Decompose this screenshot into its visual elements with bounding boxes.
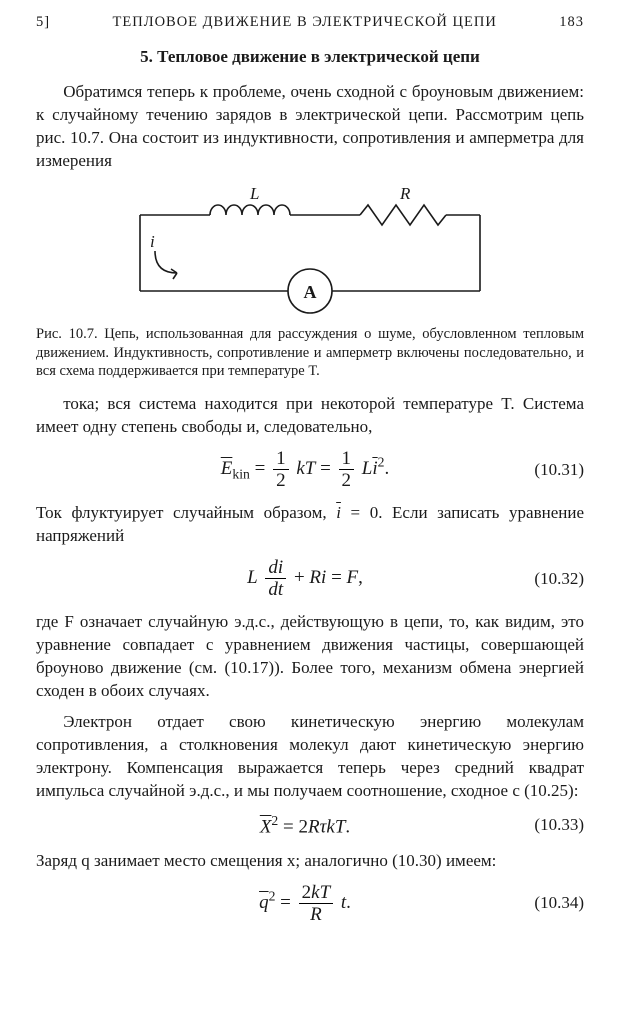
label-L: L (249, 184, 259, 203)
equation-10-33: X2 = 2RτkT. (10.33) (36, 813, 584, 838)
para3a: Ток флуктуирует случайным образом, (36, 503, 336, 522)
label-R: R (399, 184, 411, 203)
eq33-T: T (335, 816, 346, 837)
eq34-T: T (320, 882, 331, 903)
section-title: 5. Тепловое движение в электрической цеп… (36, 47, 584, 67)
eq34-number: (10.34) (514, 893, 584, 913)
label-i: i (150, 232, 155, 251)
eq31-number: (10.31) (514, 460, 584, 480)
eq34-R: R (310, 904, 322, 925)
running-head: 5] ТЕПЛОВОЕ ДВИЖЕНИЕ В ЭЛЕКТРИЧЕСКОЙ ЦЕП… (36, 14, 584, 31)
eq32-d2: d (268, 579, 278, 600)
eq33-X: X (260, 816, 272, 837)
eq31-E: E (221, 458, 233, 479)
figure-caption: Рис. 10.7. Цепь, использованная для расс… (36, 325, 584, 382)
paragraph-2: тока; вся система находится при некоторо… (36, 393, 584, 439)
eq31-sq: 2 (378, 455, 385, 470)
running-head-left: 5] (36, 14, 50, 31)
eq34-t: t (341, 892, 346, 913)
page-number: 183 (559, 14, 584, 31)
paragraph-6: Заряд q занимает место смещения x; анало… (36, 850, 584, 873)
label-A: A (304, 282, 317, 302)
eq31-T: T (305, 458, 316, 479)
eq33-two: 2 (298, 816, 308, 837)
eq31-k: k (296, 458, 304, 479)
eq31-num2: 1 (339, 449, 355, 470)
eq31-sub: kin (232, 467, 249, 482)
paragraph-5: Электрон отдает свою кинетическую энерги… (36, 711, 584, 803)
eq34-k: k (311, 882, 319, 903)
eq31-num1: 1 (273, 449, 289, 470)
eq31-den1: 2 (273, 470, 289, 490)
eq33-number: (10.33) (514, 815, 584, 835)
eq33-sq: 2 (271, 813, 278, 828)
eq32-L: L (247, 567, 258, 588)
eq32-t: t (278, 579, 283, 600)
equation-10-32: L di dt + Ri = F, (10.32) (36, 558, 584, 599)
eq31-L: L (362, 458, 373, 479)
eq34-q: q (259, 892, 269, 913)
eq34-two: 2 (302, 882, 312, 903)
circuit-diagram: L R i A (100, 181, 520, 321)
figure-10-7: L R i A (100, 181, 520, 321)
eq32-i1: i (278, 557, 283, 578)
eq31-den2: 2 (339, 470, 355, 490)
eq33-k: k (326, 816, 334, 837)
eq32-F: F (347, 567, 359, 588)
eq32-number: (10.32) (514, 569, 584, 589)
equation-10-31: Ekin = 12 kT = 12 Li2. (10.31) (36, 449, 584, 490)
paragraph-1: Обратимся теперь к проблеме, очень сходн… (36, 81, 584, 173)
eq33-R: R (308, 816, 320, 837)
eq32-R: R (309, 567, 321, 588)
paragraph-4: где F означает случайную э.д.с., действу… (36, 611, 584, 703)
paragraph-3: Ток флуктуирует случайным образом, i = 0… (36, 502, 584, 548)
equation-10-34: q2 = 2kT R t. (10.34) (36, 883, 584, 924)
eq32-d1: d (268, 557, 278, 578)
running-head-center: ТЕПЛОВОЕ ДВИЖЕНИЕ В ЭЛЕКТРИЧЕСКОЙ ЦЕПИ (50, 14, 559, 31)
page: 5] ТЕПЛОВОЕ ДВИЖЕНИЕ В ЭЛЕКТРИЧЕСКОЙ ЦЕП… (0, 0, 620, 956)
eq34-sq: 2 (269, 888, 276, 903)
eq32-i2: i (321, 567, 326, 588)
